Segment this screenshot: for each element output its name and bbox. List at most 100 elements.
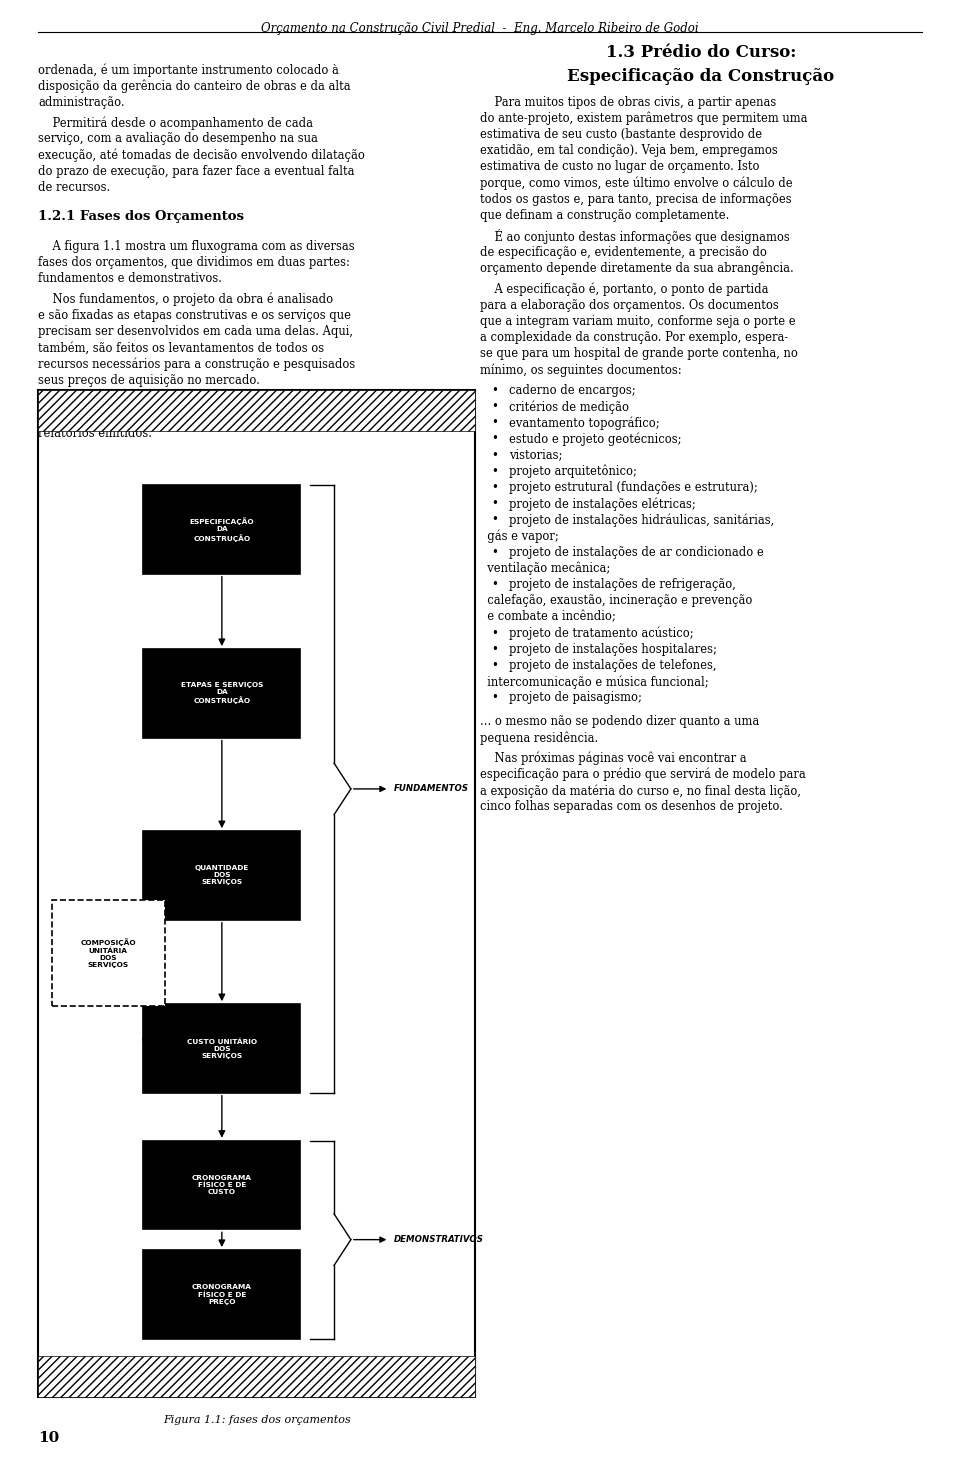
Text: CRONOGRAMA
FÍSICO E DE
CUSTO: CRONOGRAMA FÍSICO E DE CUSTO bbox=[192, 1175, 252, 1196]
Text: projeto de instalações hidráulicas, sanitárias,: projeto de instalações hidráulicas, sani… bbox=[509, 513, 774, 527]
Text: Figura 1.1: fases dos orçamentos: Figura 1.1: fases dos orçamentos bbox=[163, 1415, 350, 1425]
Text: projeto de instalações hospitalares;: projeto de instalações hospitalares; bbox=[509, 643, 717, 656]
Text: todos os gastos e, para tanto, precisa de informações: todos os gastos e, para tanto, precisa d… bbox=[480, 193, 792, 206]
Text: fases dos orçamentos, que dividimos em duas partes:: fases dos orçamentos, que dividimos em d… bbox=[38, 256, 350, 269]
Text: mínimo, os seguintes documentos:: mínimo, os seguintes documentos: bbox=[480, 363, 682, 377]
Text: É ao conjunto destas informações que designamos: É ao conjunto destas informações que des… bbox=[480, 229, 790, 244]
Bar bbox=[143, 1250, 300, 1339]
Text: sintetizados e ponderados através dos diversos: sintetizados e ponderados através dos di… bbox=[38, 410, 314, 424]
Text: estudo e projeto geotécnicos;: estudo e projeto geotécnicos; bbox=[509, 432, 682, 446]
Text: e combate a incêndio;: e combate a incêndio; bbox=[480, 610, 615, 624]
Text: evantamento topográfico;: evantamento topográfico; bbox=[509, 416, 660, 430]
Text: ESPECIFICAÇÃO
DA
CONSTRUÇÃO: ESPECIFICAÇÃO DA CONSTRUÇÃO bbox=[189, 518, 254, 541]
Text: Especificação da Construção: Especificação da Construção bbox=[567, 68, 834, 85]
Text: de especificação e, evidentemente, a precisão do: de especificação e, evidentemente, a pre… bbox=[480, 246, 767, 259]
Text: do ante-projeto, existem parâmetros que permitem uma: do ante-projeto, existem parâmetros que … bbox=[480, 112, 807, 125]
Text: recursos necessários para a construção e pesquisados: recursos necessários para a construção e… bbox=[38, 357, 355, 371]
Bar bbox=[38, 390, 475, 431]
Text: relatórios emitidos.: relatórios emitidos. bbox=[38, 427, 153, 440]
Bar bbox=[38, 1356, 475, 1397]
Text: •: • bbox=[492, 384, 498, 397]
Text: fundamentos e demonstrativos.: fundamentos e demonstrativos. bbox=[38, 272, 223, 285]
Text: 1.3 Prédio do Curso:: 1.3 Prédio do Curso: bbox=[606, 44, 796, 62]
Text: •: • bbox=[492, 546, 498, 559]
Bar bbox=[143, 1140, 300, 1230]
Bar bbox=[143, 485, 300, 574]
Text: •: • bbox=[492, 400, 498, 413]
Text: pequena residência.: pequena residência. bbox=[480, 731, 598, 744]
Text: •: • bbox=[492, 481, 498, 494]
Text: que a integram variam muito, conforme seja o porte e: que a integram variam muito, conforme se… bbox=[480, 315, 796, 328]
Bar bbox=[38, 431, 475, 1356]
Text: de recursos.: de recursos. bbox=[38, 181, 110, 194]
Text: se que para um hospital de grande porte contenha, no: se que para um hospital de grande porte … bbox=[480, 347, 798, 360]
Text: Permitirá desde o acompanhamento de cada: Permitirá desde o acompanhamento de cada bbox=[38, 116, 313, 129]
Text: estimativa de custo no lugar de orçamento. Isto: estimativa de custo no lugar de orçament… bbox=[480, 160, 759, 174]
Text: COMPOSIÇÃO
UNITÁRIA
DOS
SERVIÇOS: COMPOSIÇÃO UNITÁRIA DOS SERVIÇOS bbox=[81, 938, 136, 968]
Text: critérios de medição: critérios de medição bbox=[509, 400, 629, 413]
Text: •: • bbox=[492, 416, 498, 430]
Text: Nos demonstrativos, os dados anteriores são: Nos demonstrativos, os dados anteriores … bbox=[38, 394, 315, 407]
Text: ordenada, é um importante instrumento colocado à: ordenada, é um importante instrumento co… bbox=[38, 63, 339, 76]
Text: ETAPAS E SERVIÇOS
DA
CONSTRUÇÃO: ETAPAS E SERVIÇOS DA CONSTRUÇÃO bbox=[180, 683, 263, 705]
Text: Para muitos tipos de obras civis, a partir apenas: Para muitos tipos de obras civis, a part… bbox=[480, 96, 777, 109]
Text: •: • bbox=[492, 449, 498, 462]
Text: exatidão, em tal condição). Veja bem, empregamos: exatidão, em tal condição). Veja bem, em… bbox=[480, 144, 778, 157]
Text: FUNDAMENTOS: FUNDAMENTOS bbox=[394, 784, 469, 793]
Text: gás e vapor;: gás e vapor; bbox=[480, 530, 559, 543]
Text: também, são feitos os levantamentos de todos os: também, são feitos os levantamentos de t… bbox=[38, 341, 324, 355]
Text: QUANTIDADE
DOS
SERVIÇOS: QUANTIDADE DOS SERVIÇOS bbox=[195, 865, 249, 886]
Text: CRONOGRAMA
FÍSICO E DE
PREÇO: CRONOGRAMA FÍSICO E DE PREÇO bbox=[192, 1284, 252, 1305]
Text: orçamento depende diretamente da sua abrangência.: orçamento depende diretamente da sua abr… bbox=[480, 262, 794, 275]
Text: Nos fundamentos, o projeto da obra é analisado: Nos fundamentos, o projeto da obra é ana… bbox=[38, 293, 333, 306]
Text: projeto de instalações de ar condicionado e: projeto de instalações de ar condicionad… bbox=[509, 546, 763, 559]
Text: Orçamento na Construção Civil Predial  -  Eng. Marcelo Ribeiro de Godoi: Orçamento na Construção Civil Predial - … bbox=[261, 22, 699, 35]
Text: administração.: administração. bbox=[38, 96, 125, 109]
Text: do prazo de execução, para fazer face a eventual falta: do prazo de execução, para fazer face a … bbox=[38, 165, 355, 178]
Text: DEMONSTRATIVOS: DEMONSTRATIVOS bbox=[394, 1236, 484, 1244]
Text: projeto de tratamento acústico;: projeto de tratamento acústico; bbox=[509, 627, 693, 640]
Text: projeto de instalações de telefones,: projeto de instalações de telefones, bbox=[509, 659, 716, 672]
Text: precisam ser desenvolvidos em cada uma delas. Aqui,: precisam ser desenvolvidos em cada uma d… bbox=[38, 325, 353, 338]
Text: projeto de instalações de refrigeração,: projeto de instalações de refrigeração, bbox=[509, 578, 735, 591]
Bar bbox=[143, 831, 300, 919]
Text: porque, como vimos, este último envolve o cálculo de: porque, como vimos, este último envolve … bbox=[480, 177, 793, 190]
Bar bbox=[143, 1005, 300, 1093]
Text: intercomunicação e música funcional;: intercomunicação e música funcional; bbox=[480, 675, 708, 688]
Text: estimativa de seu custo (bastante desprovido de: estimativa de seu custo (bastante despro… bbox=[480, 128, 762, 141]
Text: projeto de paisagismo;: projeto de paisagismo; bbox=[509, 691, 641, 705]
Text: projeto de instalações elétricas;: projeto de instalações elétricas; bbox=[509, 497, 696, 510]
Text: •: • bbox=[492, 497, 498, 510]
Text: projeto estrutural (fundações e estrutura);: projeto estrutural (fundações e estrutur… bbox=[509, 481, 757, 494]
Text: A especificação é, portanto, o ponto de partida: A especificação é, portanto, o ponto de … bbox=[480, 282, 769, 296]
Text: •: • bbox=[492, 578, 498, 591]
Text: serviço, com a avaliação do desempenho na sua: serviço, com a avaliação do desempenho n… bbox=[38, 132, 319, 146]
Text: e são fixadas as etapas construtivas e os serviços que: e são fixadas as etapas construtivas e o… bbox=[38, 309, 351, 322]
Text: Nas próximas páginas você vai encontrar a: Nas próximas páginas você vai encontrar … bbox=[480, 752, 747, 765]
Text: •: • bbox=[492, 643, 498, 656]
Text: ventilação mecânica;: ventilação mecânica; bbox=[480, 562, 611, 575]
Text: disposição da gerência do canteiro de obras e da alta: disposição da gerência do canteiro de ob… bbox=[38, 79, 351, 93]
Text: para a elaboração dos orçamentos. Os documentos: para a elaboração dos orçamentos. Os doc… bbox=[480, 299, 779, 312]
Text: seus preços de aquisição no mercado.: seus preços de aquisição no mercado. bbox=[38, 374, 260, 387]
Text: cinco folhas separadas com os desenhos de projeto.: cinco folhas separadas com os desenhos d… bbox=[480, 800, 782, 813]
Bar bbox=[52, 900, 165, 1006]
Text: especificação para o prédio que servirá de modelo para: especificação para o prédio que servirá … bbox=[480, 768, 805, 781]
Text: que definam a construção completamente.: que definam a construção completamente. bbox=[480, 209, 730, 222]
Text: CUSTO UNITÁRIO
DOS
SERVIÇOS: CUSTO UNITÁRIO DOS SERVIÇOS bbox=[187, 1039, 257, 1059]
Text: vistorias;: vistorias; bbox=[509, 449, 563, 462]
Text: •: • bbox=[492, 513, 498, 527]
Text: ... o mesmo não se podendo dizer quanto a uma: ... o mesmo não se podendo dizer quanto … bbox=[480, 715, 759, 728]
Text: •: • bbox=[492, 691, 498, 705]
Text: •: • bbox=[492, 627, 498, 640]
Text: a complexidade da construção. Por exemplo, espera-: a complexidade da construção. Por exempl… bbox=[480, 331, 788, 344]
Text: execução, até tomadas de decisão envolvendo dilatação: execução, até tomadas de decisão envolve… bbox=[38, 149, 365, 162]
Text: A figura 1.1 mostra um fluxograma com as diversas: A figura 1.1 mostra um fluxograma com as… bbox=[38, 240, 355, 253]
Bar bbox=[38, 390, 475, 1397]
Text: •: • bbox=[492, 659, 498, 672]
Text: calefação, exaustão, incineração e prevenção: calefação, exaustão, incineração e preve… bbox=[480, 594, 753, 608]
Text: 10: 10 bbox=[38, 1430, 60, 1445]
Text: projeto arquitetônico;: projeto arquitetônico; bbox=[509, 465, 636, 478]
Text: caderno de encargos;: caderno de encargos; bbox=[509, 384, 636, 397]
Text: •: • bbox=[492, 432, 498, 446]
